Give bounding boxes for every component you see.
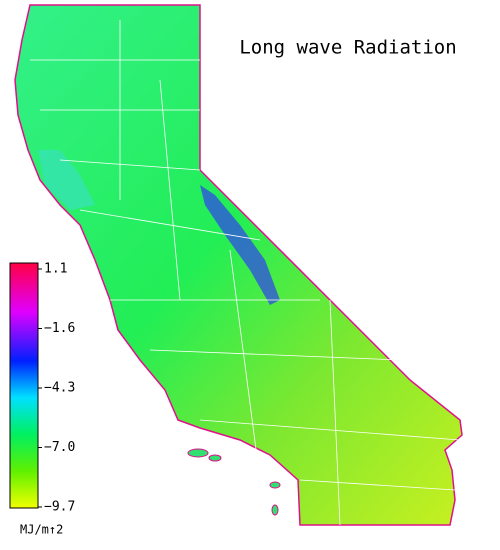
colorbar-tick-label: −1.6 xyxy=(44,321,75,336)
california-map xyxy=(14,4,463,526)
state-shape xyxy=(14,4,463,526)
islands xyxy=(187,448,281,516)
colorbar xyxy=(9,262,39,509)
colorbar-tick-label: −9.7 xyxy=(44,500,75,515)
coastal-band xyxy=(38,150,95,210)
sierra-band xyxy=(200,185,280,305)
colorbar-unit: MJ/m↑2 xyxy=(20,523,63,537)
map-title: Long wave Radiation xyxy=(239,37,456,59)
colorbar-tick-label: −4.3 xyxy=(44,381,75,396)
colorbar-tick-label: −7.0 xyxy=(44,440,75,455)
county-lines xyxy=(30,20,461,526)
colorbar-tick-label: 1.1 xyxy=(44,262,67,277)
